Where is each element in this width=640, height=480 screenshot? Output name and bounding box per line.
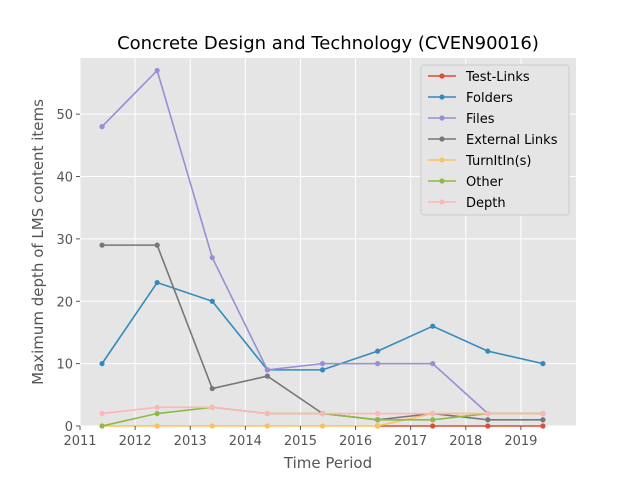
data-point — [209, 385, 215, 392]
legend-marker — [439, 178, 445, 184]
data-point — [430, 410, 436, 417]
data-point — [99, 410, 105, 417]
data-point — [99, 242, 105, 248]
legend: Test-Links Folders Files External Links Turn… — [420, 64, 570, 216]
data-point — [430, 323, 436, 329]
legend-item-external-links: External Links — [428, 133, 558, 148]
x-tick-label: 2019 — [504, 434, 537, 449]
x-tick-label: 2018 — [449, 434, 482, 449]
legend-label: Depth — [466, 196, 506, 211]
data-point — [99, 124, 105, 130]
x-tick-label: 2014 — [229, 434, 262, 449]
y-tick-label: 20 — [56, 295, 73, 310]
data-point — [485, 417, 491, 423]
data-point — [485, 348, 491, 354]
data-point — [430, 361, 436, 367]
x-tick-label: 2016 — [339, 434, 372, 449]
legend-label: TurnItIn(s) — [465, 154, 531, 169]
y-tick-label: 10 — [56, 358, 73, 373]
data-point — [319, 410, 326, 417]
data-point — [540, 361, 546, 367]
series-folders — [99, 279, 546, 373]
y-tick-label: 30 — [56, 233, 73, 248]
data-point — [540, 423, 546, 429]
x-axis-ticks: 2011 2012 2013 2014 2015 2016 2017 2018 2019 — [63, 426, 537, 449]
legend-item-depth: Depth — [428, 196, 506, 211]
data-point — [264, 423, 270, 429]
data-point — [209, 298, 215, 304]
y-tick-label: 0 — [65, 420, 73, 435]
y-axis-label: Maximum depth of LMS content items — [29, 99, 47, 385]
x-axis-label: Time Period — [283, 454, 372, 472]
data-point — [209, 404, 215, 410]
data-point — [264, 373, 270, 379]
legend-item-test-links: Test-Links — [428, 70, 530, 85]
x-tick-label: 2011 — [63, 434, 96, 449]
legend-item-other: Other — [428, 175, 504, 190]
series-lines — [99, 67, 546, 429]
data-point — [99, 361, 105, 367]
data-point — [485, 423, 491, 429]
data-point — [540, 410, 546, 417]
data-point — [375, 410, 381, 417]
x-tick-label: 2015 — [284, 434, 317, 449]
legend-label: Folders — [466, 91, 513, 106]
legend-item-files: Files — [428, 112, 495, 127]
x-tick-label: 2013 — [174, 434, 207, 449]
data-point — [375, 423, 381, 429]
legend-marker — [439, 157, 445, 163]
data-point — [264, 410, 270, 417]
data-point — [430, 417, 436, 423]
legend-marker — [439, 115, 445, 121]
legend-label: External Links — [466, 133, 558, 148]
legend-item-turnitin-s: TurnItIn(s) — [428, 154, 531, 169]
chart-title: Concrete Design and Technology (CVEN9001… — [117, 33, 539, 54]
data-point — [375, 348, 381, 354]
y-tick-label: 50 — [56, 108, 73, 123]
data-point — [319, 423, 326, 429]
data-point — [154, 423, 160, 429]
data-point — [154, 410, 160, 417]
data-point — [375, 417, 381, 423]
legend-label: Other — [466, 175, 504, 190]
legend-label: Test-Links — [465, 70, 530, 85]
data-point — [264, 367, 270, 373]
data-point — [154, 279, 160, 286]
data-point — [99, 423, 105, 429]
y-tick-label: 40 — [56, 171, 73, 186]
data-point — [485, 410, 491, 417]
legend-marker — [439, 136, 445, 142]
x-tick-label: 2012 — [119, 434, 152, 449]
legend-marker — [439, 73, 445, 79]
data-point — [375, 361, 381, 367]
legend-marker — [439, 199, 445, 205]
data-point — [154, 67, 160, 74]
data-point — [209, 423, 215, 429]
x-tick-label: 2017 — [394, 434, 427, 449]
legend-marker — [439, 94, 445, 100]
data-point — [319, 367, 326, 373]
y-axis-ticks: 0 10 20 30 40 50 — [56, 108, 80, 435]
data-point — [154, 242, 160, 248]
series-depth — [99, 404, 546, 417]
data-point — [209, 254, 215, 261]
legend-item-folders: Folders — [428, 91, 513, 106]
data-point — [430, 423, 436, 429]
legend-box — [420, 64, 570, 216]
data-point — [540, 417, 546, 423]
data-point — [319, 361, 326, 367]
data-point — [154, 404, 160, 410]
legend-label: Files — [466, 112, 495, 127]
